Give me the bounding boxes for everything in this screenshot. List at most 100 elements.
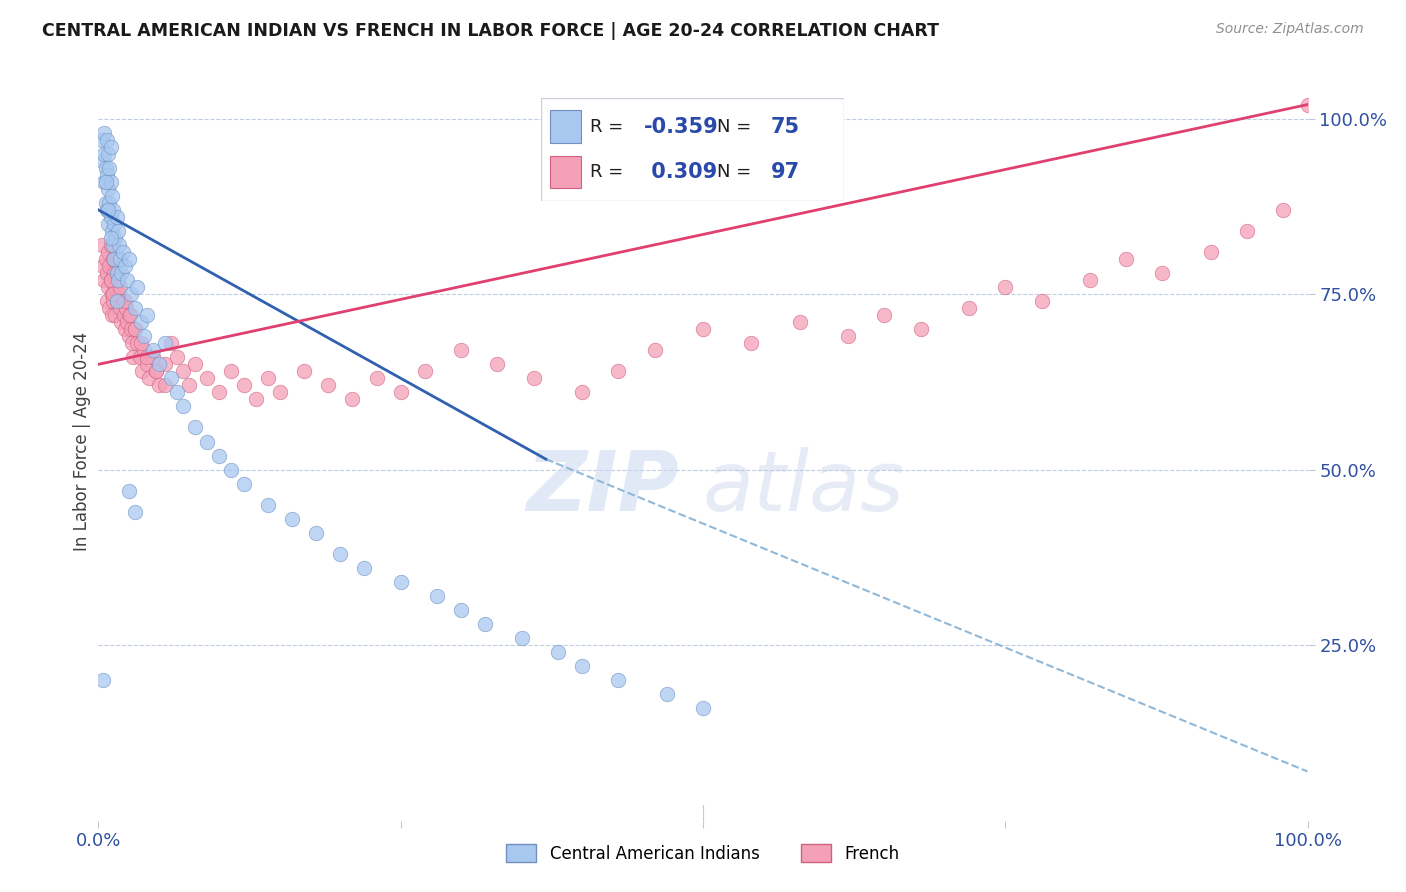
Point: [1296, 97, 1319, 112]
Point: [134, 343, 156, 358]
Point: [166, 385, 188, 400]
Point: [129, 336, 152, 351]
Point: [232, 378, 254, 392]
Point: [135, 351, 157, 365]
Point: [256, 498, 278, 512]
Point: [740, 336, 762, 351]
Point: [91, 259, 114, 273]
Point: [97, 202, 120, 217]
Point: [115, 301, 138, 315]
Point: [111, 244, 134, 259]
Point: [101, 294, 124, 309]
Point: [105, 266, 128, 280]
Point: [208, 385, 231, 400]
Point: [342, 392, 364, 407]
Point: [93, 175, 115, 189]
Point: [93, 273, 115, 287]
Point: [108, 280, 131, 294]
Point: [97, 244, 120, 259]
Point: [655, 687, 678, 701]
Point: [118, 252, 141, 266]
Point: [145, 364, 167, 378]
Point: [571, 659, 593, 673]
Point: [103, 252, 125, 266]
Point: [221, 462, 243, 476]
Point: [107, 224, 129, 238]
Point: [305, 525, 328, 540]
Text: R =: R =: [589, 118, 628, 136]
Point: [148, 357, 170, 371]
Point: [100, 139, 122, 153]
Point: [94, 252, 117, 266]
Point: [1272, 202, 1295, 217]
Point: [1078, 273, 1101, 287]
Point: [101, 252, 124, 266]
Point: [120, 287, 142, 301]
Point: [1152, 266, 1174, 280]
Point: [1236, 224, 1258, 238]
Point: [103, 217, 125, 231]
Point: [329, 547, 352, 561]
Point: [91, 673, 114, 688]
Point: [607, 673, 630, 688]
Point: [353, 561, 375, 575]
Point: [98, 301, 121, 315]
Point: [994, 280, 1017, 294]
Point: [153, 336, 176, 351]
Point: [127, 336, 149, 351]
Point: [118, 308, 141, 322]
Point: [100, 189, 122, 203]
Point: [269, 385, 291, 400]
Point: [232, 476, 254, 491]
Point: [108, 301, 131, 315]
Point: [135, 308, 157, 322]
Point: [101, 287, 124, 301]
Point: [105, 252, 128, 266]
Point: [120, 322, 142, 336]
Point: [124, 322, 146, 336]
Point: [195, 434, 218, 449]
Point: [607, 364, 630, 378]
Point: [129, 315, 152, 329]
Point: [118, 483, 141, 498]
Point: [184, 420, 207, 434]
Point: [94, 195, 117, 210]
Point: [107, 273, 129, 287]
Point: [96, 133, 118, 147]
Point: [91, 238, 114, 252]
Point: [142, 343, 165, 358]
Point: [121, 336, 143, 351]
Point: [413, 364, 436, 378]
Point: [873, 308, 896, 322]
Point: [124, 301, 146, 315]
Point: [100, 231, 122, 245]
Point: [96, 168, 118, 182]
Point: [256, 371, 278, 385]
Point: [153, 378, 176, 392]
Point: [97, 182, 120, 196]
Point: [245, 392, 267, 407]
Point: [1031, 294, 1053, 309]
Point: [692, 322, 714, 336]
Point: [107, 273, 129, 287]
Text: -0.359: -0.359: [644, 117, 718, 136]
Text: N =: N =: [717, 118, 756, 136]
Point: [128, 351, 150, 365]
Point: [100, 210, 122, 224]
Point: [184, 357, 207, 371]
Point: [100, 175, 122, 189]
Point: [93, 126, 115, 140]
Point: [118, 308, 141, 322]
Bar: [550, 155, 581, 188]
Text: 0.309: 0.309: [644, 162, 717, 182]
Point: [316, 378, 339, 392]
Point: [127, 280, 149, 294]
Text: CENTRAL AMERICAN INDIAN VS FRENCH IN LABOR FORCE | AGE 20-24 CORRELATION CHART: CENTRAL AMERICAN INDIAN VS FRENCH IN LAB…: [42, 22, 939, 40]
Text: R =: R =: [589, 163, 628, 181]
Point: [837, 329, 859, 343]
Point: [100, 238, 122, 252]
Point: [100, 287, 122, 301]
Point: [389, 574, 412, 589]
Point: [105, 210, 128, 224]
Point: [172, 364, 194, 378]
